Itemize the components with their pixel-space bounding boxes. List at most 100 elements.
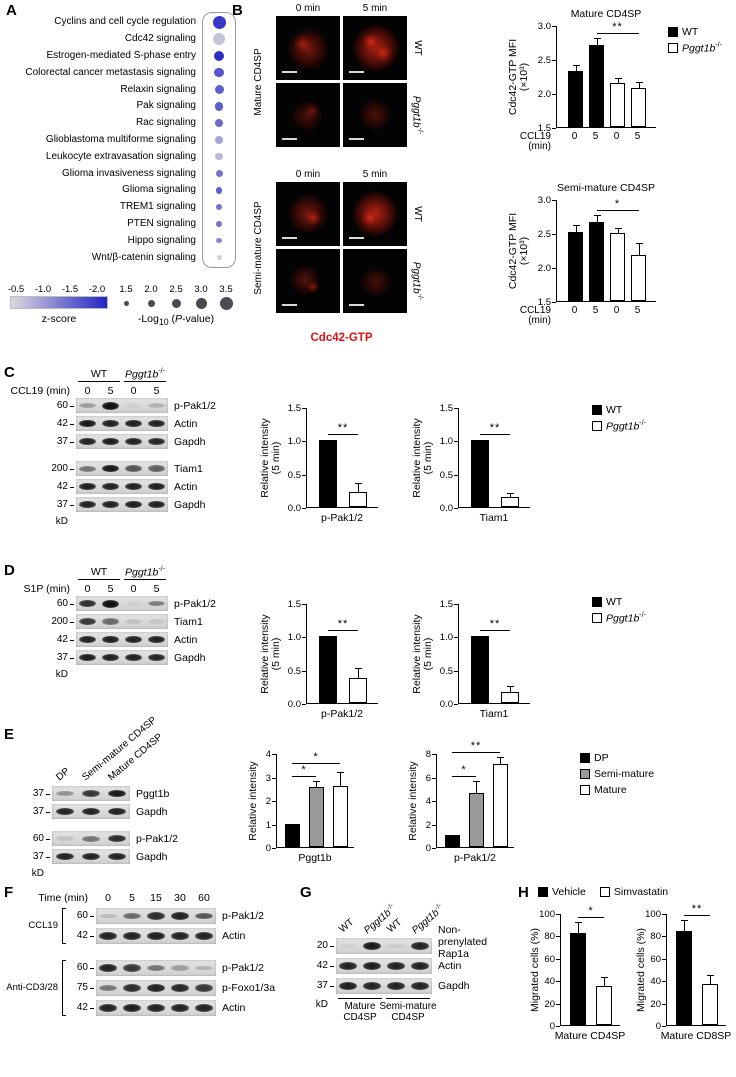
bar xyxy=(596,985,612,1025)
lane-group-label: Pggt1b-/- xyxy=(125,566,165,579)
cell-population-label: Semi-mature xyxy=(379,1001,437,1012)
mw-tick xyxy=(70,657,74,659)
y-tick-label: 100 xyxy=(645,909,661,920)
chart-plot-area: * ** xyxy=(436,740,514,848)
blot-strip xyxy=(76,434,168,449)
protein-band xyxy=(171,912,189,920)
pathway-name: Glioma signaling xyxy=(122,184,196,196)
pathway-name: Glioma invasiveness signaling xyxy=(62,167,196,179)
panel-a: A Cyclins and cell cycle regulation Cdc42… xyxy=(6,2,238,346)
x-tick-label: 5 xyxy=(634,305,641,316)
bar xyxy=(319,440,337,507)
cdc42gtp-signal xyxy=(372,43,393,64)
protein-band xyxy=(79,402,96,409)
protein-band xyxy=(147,984,165,992)
z-score-gradient-bar xyxy=(10,296,108,309)
protein-band xyxy=(107,789,127,798)
mw-marker: 60 xyxy=(76,910,88,921)
panel-d-label: D xyxy=(4,562,15,579)
panel-d: D WT Pggt1b-/- S1P (min) 0 5 0 5 60 p-Pak1/2 200… xyxy=(4,562,736,726)
y-tick-label: 4 xyxy=(265,749,271,760)
western-blot-s1p: 60 p-Pak1/2 200 Tiam1 42 Actin 37 Gapdh kD xyxy=(4,596,254,716)
y-tick xyxy=(454,508,458,509)
scale-bar xyxy=(349,138,364,140)
y-tick xyxy=(302,704,306,705)
mw-marker: 42 xyxy=(56,480,68,492)
band-label: Gapdh xyxy=(136,805,168,818)
error-bar xyxy=(316,782,317,788)
y-tick xyxy=(552,234,556,235)
y-tick xyxy=(662,936,666,938)
band-label: p-Pak1/2 xyxy=(222,910,265,922)
mw-tick xyxy=(330,986,334,987)
chart-plot-area: ** xyxy=(458,604,530,704)
mw-marker: 37 xyxy=(56,651,68,663)
pathway-name: PTEN signaling xyxy=(127,218,196,229)
band-label: Actin xyxy=(174,417,198,430)
bar xyxy=(568,231,583,301)
y-tick-label: 0 xyxy=(265,843,271,854)
mw-marker: 60 xyxy=(32,832,44,844)
error-bar xyxy=(358,483,359,493)
y-tick-label: 40 xyxy=(544,976,555,988)
protein-band xyxy=(387,982,405,990)
mw-tick xyxy=(70,468,74,470)
time-value-label: 5 xyxy=(129,892,135,904)
protein-band xyxy=(79,482,96,491)
error-bar-cap xyxy=(497,756,504,758)
y-tick xyxy=(272,848,276,849)
y-tick xyxy=(662,1003,666,1005)
pathway-dot xyxy=(213,33,225,46)
lane-labels-genotype: WT Pggt1b-/- WT Pggt1b-/- xyxy=(300,884,520,938)
lane-labels-cell-stage: DP Semi-mature CD4SP Mature CD4SP xyxy=(4,715,234,786)
western-blot-time-course: 60 p-Pak1/2 42 Actin 60 p-Pak1/2 75 p-Foxo1/3a 4… xyxy=(4,908,298,1073)
y-tick-label: 2 xyxy=(425,819,431,831)
genotype-legend: WT Pggt1b-/- xyxy=(592,596,682,640)
pathway-dot xyxy=(215,136,223,144)
bar xyxy=(492,763,508,847)
cdc42gtp-signal xyxy=(359,99,391,131)
error-bar-cap xyxy=(572,64,580,66)
panel-b-label: B xyxy=(232,2,243,19)
time-axis-label: Time (min) xyxy=(38,892,88,904)
significance-label: * xyxy=(614,198,621,210)
x-axis-title: (min) xyxy=(528,315,551,326)
error-bar xyxy=(500,757,501,764)
pvalue-size-tick-label: 3.5 xyxy=(219,284,233,295)
x-axis-title: CCL19 xyxy=(519,131,551,142)
lane-time-label: 5 xyxy=(153,583,160,595)
band-label: Tiam1 xyxy=(174,462,203,475)
chart-plot-area: ** xyxy=(666,903,726,1026)
error-bar-cap xyxy=(614,77,622,79)
z-score-tick-label: -1.0 xyxy=(34,284,52,295)
significance-line xyxy=(480,434,510,436)
mw-tick xyxy=(46,838,50,840)
legend-label: Mature xyxy=(594,784,627,796)
y-tick xyxy=(272,801,276,802)
protein-band xyxy=(102,437,119,446)
y-tick-label: 1.0 xyxy=(439,632,453,644)
fluorescence-micrographs: 0 min 5 min Mature CD4SP WT Pggt1b-/- 0 min 5 … xyxy=(232,2,472,362)
error-bar xyxy=(710,975,711,984)
y-tick-label: 2.5 xyxy=(537,55,551,66)
pvalue-size-dot xyxy=(171,298,181,308)
x-group-label: Tiam1 xyxy=(479,708,509,720)
y-tick-label: 2.0 xyxy=(537,89,551,100)
pvalue-size-tick-label: 2.5 xyxy=(169,284,183,295)
mw-tick xyxy=(70,504,74,506)
y-axis-label: Relative intensity xyxy=(407,761,419,841)
protein-band xyxy=(411,962,429,970)
mw-marker: 42 xyxy=(76,1002,88,1013)
mw-tick xyxy=(90,968,94,969)
y-tick-label: 1.5 xyxy=(439,403,453,414)
error-bar-cap xyxy=(593,37,601,39)
protein-band xyxy=(107,852,127,861)
legend-swatch xyxy=(668,43,678,54)
pathway-name: Wnt/β-catenin signaling xyxy=(91,251,196,263)
x-group-label: Tiam1 xyxy=(479,512,509,524)
protein-band xyxy=(99,913,117,919)
y-tick-label: 0.0 xyxy=(287,503,301,514)
x-tick-label: 0 xyxy=(613,305,620,316)
panel-e-label: E xyxy=(4,726,15,743)
protein-band xyxy=(79,635,96,644)
